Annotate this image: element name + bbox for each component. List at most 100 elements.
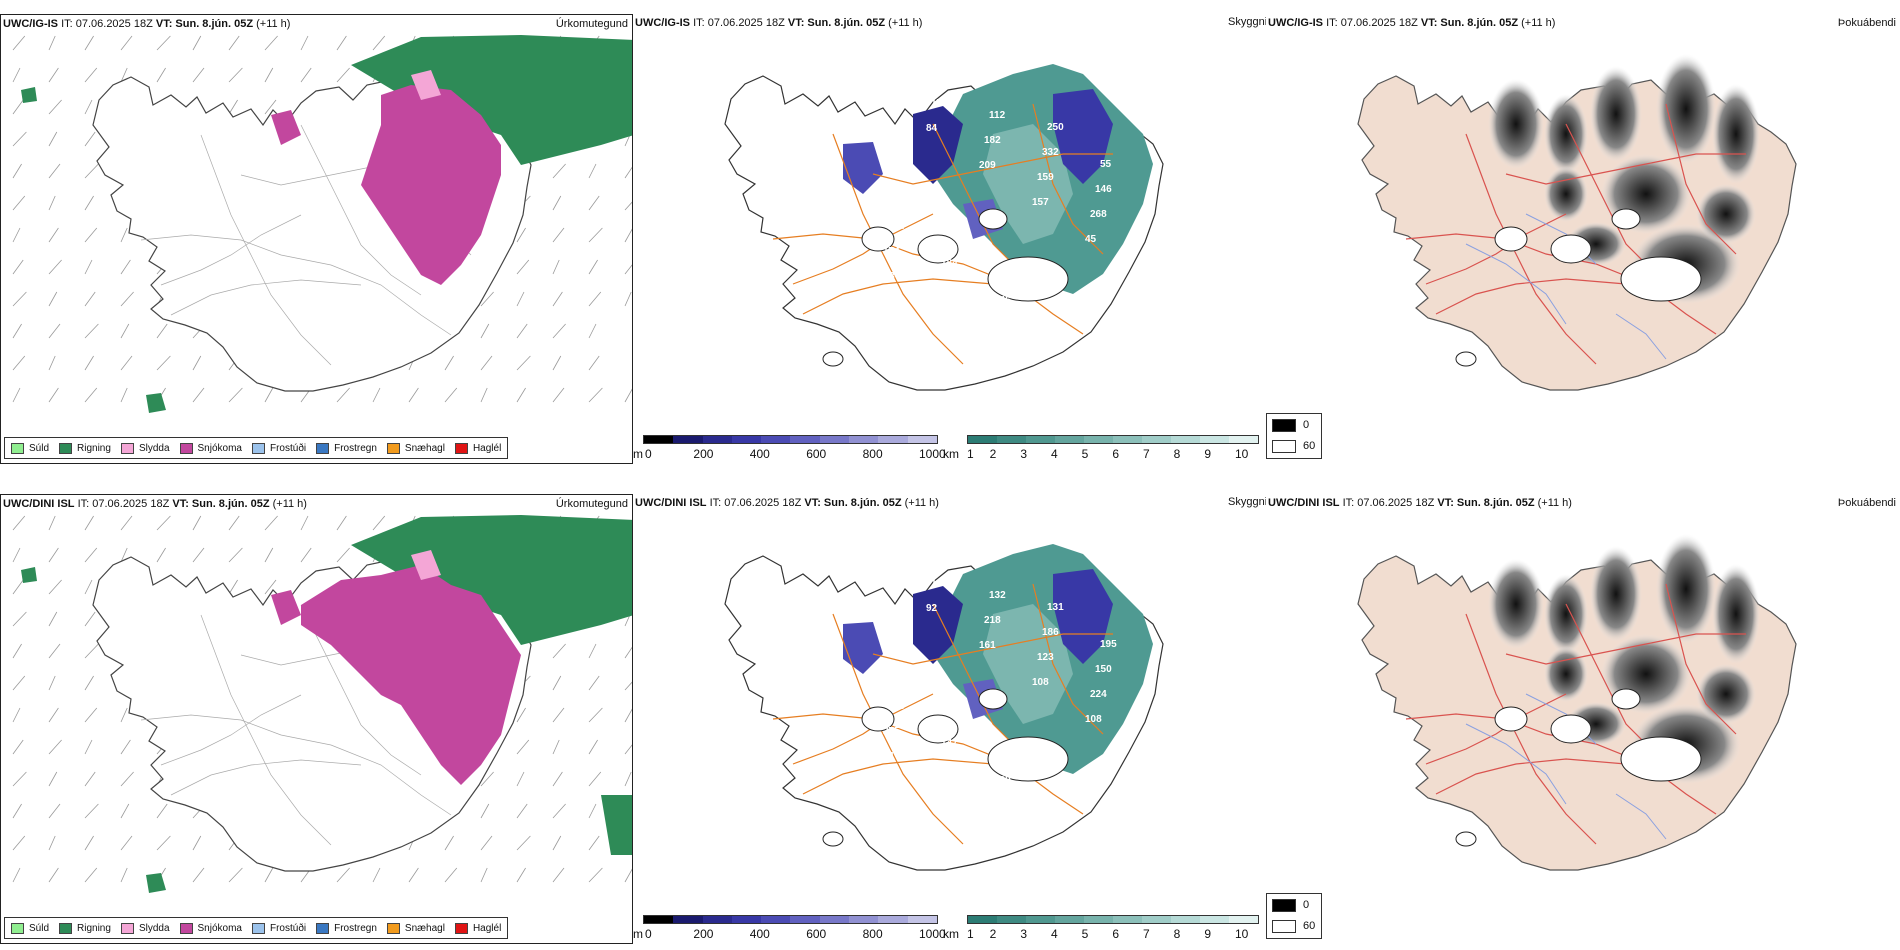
wind-barb [120,259,131,275]
vt-label: VT: Sun. 8.jún. 05Z [1420,17,1519,29]
wind-barb [516,707,526,723]
glacier [1494,226,1528,252]
legend-swatch [59,442,73,454]
wind-barb [156,355,171,371]
rain-area [601,795,632,855]
legend-label: Haglél [472,922,502,934]
cloud-base-value: 195 [1100,639,1117,650]
cloud-base-value: 250 [1047,122,1064,133]
wind-barb [588,291,602,307]
legend-swatch [59,922,73,934]
cloud-base-value: 92 [926,603,938,614]
wind-barb [192,35,202,51]
legend-swatch [386,442,400,454]
model-label: UWC/DINI ISL [3,498,75,510]
glacier [1611,208,1641,230]
wind-barb [156,323,168,339]
vt-label: VT: Sun. 8.jún. 05Z [804,497,902,509]
colorbar-tick-label: 600 [806,447,827,461]
wind-barb [516,227,526,243]
vt-label: VT: Sun. 8.jún. 05Z [787,17,886,29]
snow-area [301,565,521,785]
wind-barb [12,163,22,179]
wind-barb [120,803,130,819]
colorbar-tick-label: 800 [862,447,883,461]
model-label: UWC/IG-IS [1268,17,1323,29]
cloud-base-value: 275 [883,726,900,737]
rain-area [21,567,37,583]
glacier [861,706,895,732]
cloud-base-value: 224 [1090,689,1107,700]
field-title: Þokuábendi [1837,497,1896,509]
lead-label: (+11 h) [1521,17,1556,29]
iceland-map-cloud-bottom: 89 92 161 108 108 181 190 218 123 224 275 106 132 186… [724,544,1164,871]
cloud-base-value: 146 [994,295,1011,306]
legend-item: Snjókoma [179,922,242,934]
iceland-map-fog-bottom [1357,534,1797,871]
wind-barb [156,515,171,531]
colorbar-tick-label: 8 [1173,927,1181,941]
glacier [1455,831,1477,847]
wind-barb [480,387,488,403]
wind-barb [48,35,56,51]
wind-barb [480,771,494,787]
legend-label: Frostregn [334,442,377,454]
field-title: Úrkomutegund [555,18,628,30]
wind-barb [48,835,56,851]
road-line [200,134,332,366]
cloud-base-value: 218 [984,615,1001,626]
cloud-base-value: 268 [1090,209,1107,220]
legend-item: Súld [11,922,49,934]
fog-index-area [1544,166,1588,222]
cloud-base-value: 108 [1032,677,1049,688]
wind-barb [516,867,526,883]
wind-barb [120,771,134,787]
wind-barb [12,771,27,787]
wind-barb [624,166,632,179]
road-line [1425,213,1567,285]
wind-barb [48,867,59,883]
wind-barb [228,67,243,83]
road-line [170,759,362,796]
colorbar-tick-label: 7 [1143,927,1150,941]
road-line [300,124,422,296]
cloud-base-value: 174 [883,246,900,257]
wind-barb [624,291,632,307]
cloud-base-value: 147 [941,738,958,749]
wind-barb [336,387,350,403]
road-line [1465,613,1597,845]
legend-swatch [179,922,193,934]
wind-barb [624,388,632,403]
wind-barb [264,547,274,563]
wind-barb [192,547,205,563]
wind-barb [48,195,56,211]
legend-item: Haglél [454,442,501,454]
wind-barb [444,867,458,883]
colorbar-tick-label: 600 [806,927,827,941]
wind-barb [120,387,128,403]
low-cloud-base-area [1053,569,1113,664]
wind-barb [516,387,526,403]
colorbar-tick-label: 10 [1235,927,1249,941]
colorbar-tick-label: 5 [1081,927,1089,941]
wind-barb [84,515,94,531]
wind-barb [120,67,128,83]
wind-barb [588,387,603,403]
fog-legend-dark: 0 [1303,419,1310,431]
wind-barb [48,323,61,339]
vt-label: VT: Sun. 8.jún. 05Z [155,18,254,30]
legend-swatch [386,922,400,934]
fog-index-area [1712,564,1760,664]
cloud-base-value: 112 [989,110,1006,121]
snow-area [271,110,301,145]
glacier [1455,351,1477,367]
colorbar-tick-label: 2 [989,927,997,941]
wind-barb [84,131,96,147]
snow-area [361,85,501,285]
colorbar-tick-label: 800 [862,927,883,941]
it-label: IT: 07.06.2025 18Z [693,17,785,29]
road-line [872,153,1113,185]
visibility-colorbar: km 1 2 3 4 5 6 7 8 9 10 [943,435,1259,463]
glacier [917,714,959,744]
wind-barb [588,739,598,755]
